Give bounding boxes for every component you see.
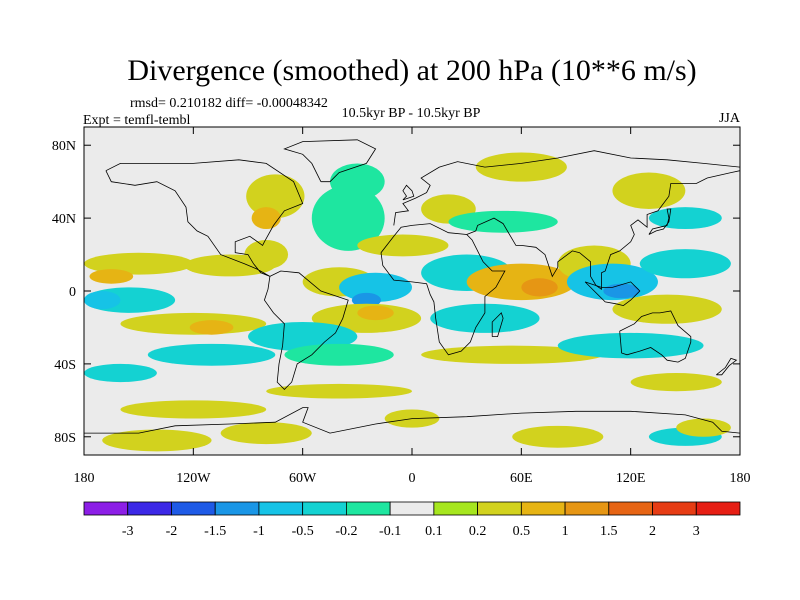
divergence-region [84, 363, 157, 383]
colorbar-swatch [302, 501, 347, 516]
y-tick-label: 80S [54, 431, 76, 446]
divergence-region [612, 172, 686, 209]
divergence-region [311, 185, 385, 251]
coastline [491, 312, 504, 337]
divergence-region [521, 278, 558, 297]
period-label: 10.5kyr BP - 10.5kyr BP [342, 106, 481, 121]
coastline [105, 159, 304, 277]
x-tick-label: 180 [74, 471, 95, 486]
x-tick-label: 180 [730, 471, 751, 486]
colorbar-swatch [652, 501, 697, 516]
colorbar-label: -1 [253, 524, 265, 539]
colorbar-label: -1.5 [204, 524, 226, 539]
season-label: JJA [719, 111, 741, 126]
divergence-region [120, 400, 267, 419]
divergence-region [357, 305, 394, 321]
colorbar-label: -3 [122, 524, 134, 539]
divergence-region [84, 291, 121, 310]
divergence-region [251, 207, 281, 230]
colorbar-label: 1.5 [600, 524, 618, 539]
divergence-region [244, 239, 289, 270]
divergence-region [630, 373, 722, 392]
colorbar-swatch [127, 501, 172, 516]
divergence-region [612, 294, 722, 324]
colorbar-swatch [433, 501, 479, 516]
x-tick-label: 120W [176, 471, 211, 486]
colorbar-swatch [695, 501, 741, 516]
divergence-region [676, 418, 731, 437]
divergence-region [220, 422, 312, 445]
coastline [466, 170, 740, 290]
colorbar: -3 -2 -1.5 -1 -0.5 -0.2 -0.1 0.1 0.2 0.5 1 1.5 2 3 [83, 501, 741, 539]
colorbar-label: -2 [166, 524, 178, 539]
divergence-region [448, 210, 558, 233]
divergence-region [512, 425, 604, 448]
y-tick-label: 0 [69, 285, 76, 300]
y-tick-label: 40N [52, 212, 76, 227]
colorbar-swatch [564, 501, 610, 516]
divergence-region [351, 292, 382, 308]
coastline [283, 139, 377, 183]
colorbar-label: 0.2 [469, 524, 487, 539]
divergence-region [266, 383, 412, 399]
divergence-region [557, 332, 704, 359]
colorbar-swatch [477, 501, 522, 516]
chart-title: Divergence (smoothed) at 200 hPa (10**6 … [127, 54, 696, 87]
colorbar-label: -0.1 [379, 524, 401, 539]
coastline [263, 270, 349, 390]
divergence-region [147, 343, 276, 366]
colorbar-label: 0.5 [513, 524, 531, 539]
divergence-region [84, 252, 194, 275]
colorbar-label: 2 [649, 524, 656, 539]
divergence-region [247, 321, 358, 352]
coastline [402, 184, 415, 201]
colorbar-label: -0.2 [335, 524, 357, 539]
colorbar-swatch [214, 501, 260, 516]
x-tick-label: 0 [409, 471, 416, 486]
colorbar-swatch [171, 501, 216, 516]
divergence-region [89, 269, 134, 284]
coastline [84, 407, 740, 434]
divergence-region [648, 207, 722, 230]
x-tick-label: 120E [616, 471, 646, 486]
colorbar-swatch [345, 501, 391, 516]
stats-label: rmsd= 0.210182 diff= -0.00048342 [130, 96, 328, 111]
divergence-region [189, 320, 234, 335]
colorbar-swatch [389, 501, 435, 516]
x-tick-label: 60E [510, 471, 533, 486]
divergence-region [475, 152, 567, 182]
coastline [648, 208, 672, 235]
colorbar-swatch [520, 501, 566, 516]
coastline [393, 150, 740, 226]
coastline [380, 223, 506, 356]
colorbar-label: 3 [693, 524, 700, 539]
divergence-region [330, 163, 385, 200]
divergence-region [102, 429, 212, 452]
colorbar-swatch [258, 501, 304, 516]
divergence-region [284, 343, 394, 366]
divergence-region [421, 345, 604, 364]
divergence-region [430, 303, 540, 333]
coastline [584, 281, 641, 307]
x-tick-label: 60W [289, 471, 317, 486]
experiment-label: Expt = temfl-tembl [83, 113, 191, 128]
divergence-region [357, 234, 449, 257]
coastline [716, 357, 738, 376]
y-tick-label: 40S [54, 358, 76, 373]
axes: 180 120W 60W 0 60E 120E 180 80N 40N 0 40S 80S [52, 127, 751, 486]
colorbar-label: 1 [562, 524, 569, 539]
map-area [83, 126, 741, 456]
y-tick-label: 80N [52, 139, 76, 154]
divergence-region [246, 174, 305, 219]
colorbar-label: -0.5 [292, 524, 314, 539]
colorbar-label: 0.1 [425, 524, 443, 539]
colorbar-swatch [608, 501, 653, 516]
coastline [619, 310, 692, 363]
colorbar-swatch [83, 501, 129, 516]
divergence-region [639, 249, 731, 279]
